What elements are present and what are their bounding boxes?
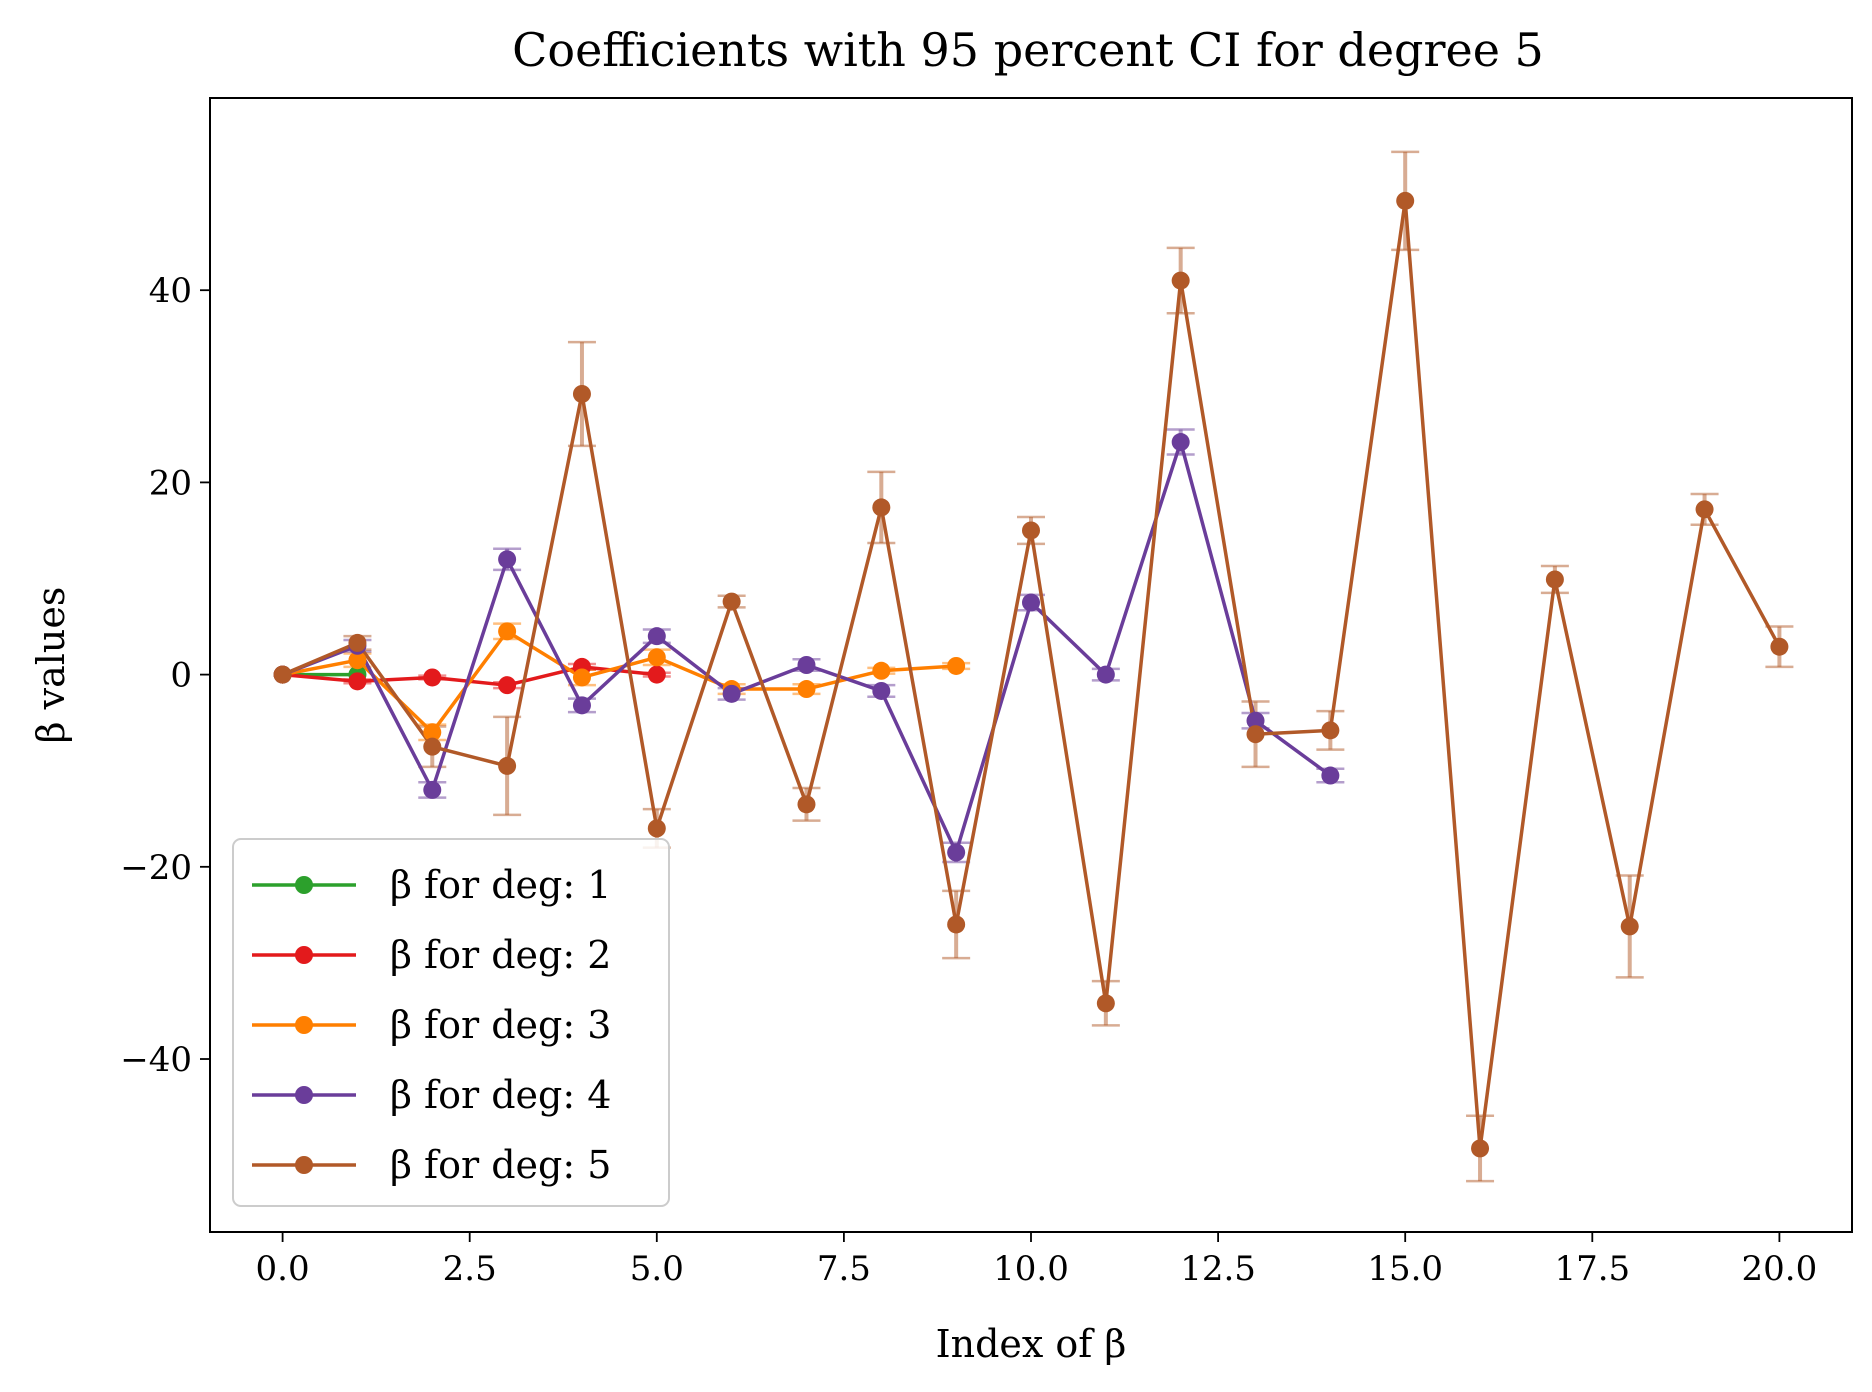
data-point — [1246, 725, 1265, 744]
legend-label: β for deg: 4 — [390, 1073, 611, 1117]
data-point — [572, 384, 591, 403]
series-points — [273, 191, 1789, 1158]
y-tick-label: −20 — [120, 848, 192, 888]
data-point — [1695, 500, 1714, 519]
legend: β for deg: 1 β for deg: 2 β for deg: 3 β fo… — [232, 838, 670, 1207]
chart-title: Coefficients with 95 percent CI for degr… — [512, 23, 1544, 77]
data-point — [797, 656, 816, 674]
data-point — [1620, 917, 1639, 936]
data-point — [647, 819, 666, 838]
x-tick-label: 0.0 — [256, 1249, 310, 1289]
data-point — [647, 665, 666, 684]
data-point — [647, 648, 666, 667]
data-point — [1545, 570, 1564, 589]
data-point — [1022, 593, 1040, 612]
data-point — [1022, 521, 1040, 540]
data-point — [1246, 711, 1265, 730]
data-point — [1321, 766, 1340, 785]
data-point — [498, 550, 517, 569]
data-point — [572, 696, 591, 715]
data-point — [797, 795, 816, 814]
data-point — [947, 656, 966, 675]
data-point — [498, 756, 517, 775]
data-point — [348, 651, 367, 670]
x-tick-label: 20.0 — [1742, 1249, 1818, 1289]
legend-swatch-marker — [295, 1016, 313, 1034]
data-point — [1096, 994, 1115, 1013]
data-point — [1171, 433, 1190, 452]
y-tick-label: −40 — [120, 1040, 192, 1080]
legend-swatch-marker — [295, 1156, 313, 1174]
data-point — [423, 780, 442, 799]
y-tick-label: 0 — [170, 656, 192, 696]
legend-label: β for deg: 2 — [390, 933, 611, 977]
x-axis-ticks: 0.0 2.5 5.0 7.5 10.0 12.5 15.0 17.5 20.0 — [256, 1232, 1818, 1289]
legend-label: β for deg: 1 — [390, 863, 611, 907]
data-point — [348, 672, 367, 691]
x-tick-label: 10.0 — [993, 1249, 1069, 1289]
y-axis-title: β values — [29, 587, 73, 744]
x-tick-label: 5.0 — [630, 1249, 684, 1289]
data-point — [722, 592, 741, 611]
y-axis-ticks: −40 −20 0 20 40 — [120, 271, 210, 1080]
data-point — [498, 622, 517, 641]
data-point — [947, 915, 966, 934]
y-tick-label: 40 — [149, 271, 192, 311]
data-point — [423, 668, 442, 687]
legend-label: β for deg: 3 — [390, 1003, 611, 1047]
y-tick-label: 20 — [149, 463, 192, 503]
x-tick-label: 7.5 — [817, 1249, 871, 1289]
data-point — [1096, 665, 1115, 684]
data-point — [872, 661, 891, 680]
data-point — [1321, 721, 1340, 740]
x-tick-label: 17.5 — [1554, 1249, 1630, 1289]
data-point — [872, 498, 891, 517]
x-tick-label: 15.0 — [1367, 1249, 1443, 1289]
data-point — [273, 665, 292, 684]
plot-area — [273, 150, 1794, 1183]
legend-swatch-marker — [295, 946, 313, 964]
legend-label: β for deg: 5 — [390, 1143, 611, 1187]
data-point — [647, 627, 666, 646]
data-point — [1396, 191, 1415, 210]
data-point — [1770, 637, 1789, 656]
data-point — [423, 737, 442, 756]
data-point — [498, 676, 517, 695]
data-point — [872, 681, 891, 700]
data-point — [947, 843, 966, 862]
legend-swatch-marker — [295, 1086, 313, 1104]
data-point — [423, 723, 442, 742]
data-point — [572, 668, 591, 687]
x-axis-title: Index of β — [936, 1322, 1127, 1366]
data-point — [348, 633, 367, 652]
x-tick-label: 2.5 — [443, 1249, 497, 1289]
x-tick-label: 12.5 — [1180, 1249, 1256, 1289]
data-point — [722, 684, 741, 703]
data-point — [1471, 1139, 1490, 1158]
data-point — [1171, 271, 1190, 290]
legend-swatch-marker — [295, 876, 313, 894]
data-point — [797, 680, 816, 699]
legend-box — [232, 838, 670, 1207]
